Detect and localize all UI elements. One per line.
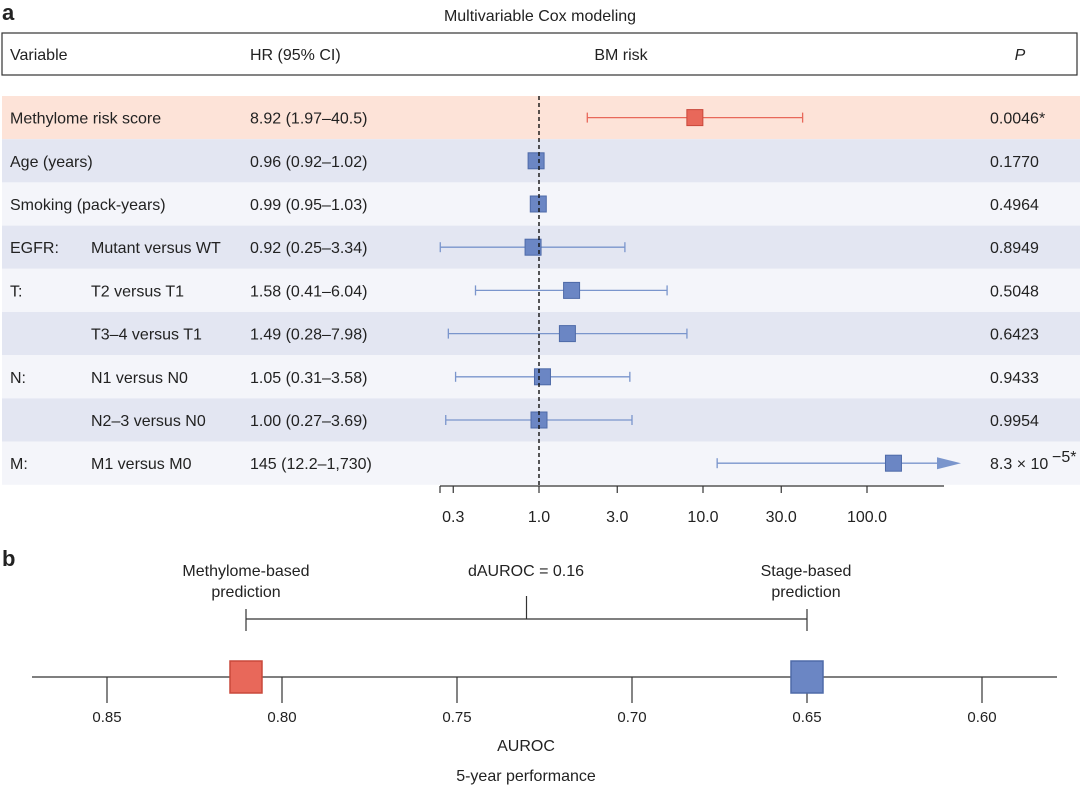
forest-title: Multivariable Cox modeling	[444, 8, 636, 25]
x-tick-label: 10.0	[687, 509, 718, 526]
header-hr: HR (95% CI)	[250, 47, 341, 64]
panel-b-label: b	[2, 546, 15, 571]
row-group-label: N:	[10, 370, 26, 387]
stage-label-line1: Stage-based	[761, 563, 852, 580]
header-bm-risk: BM risk	[594, 47, 648, 64]
methylome-label-line2: prediction	[211, 584, 280, 601]
row-hr-ci: 1.05 (0.31–3.58)	[250, 370, 367, 387]
stage-label-line2: prediction	[771, 584, 840, 601]
row-hr-ci: 0.99 (0.95–1.03)	[250, 197, 367, 214]
row-p-value-exponent: −5*	[1052, 449, 1076, 466]
row-variable-label: T3–4 versus T1	[91, 327, 202, 344]
row-group-label: T:	[10, 283, 22, 300]
row-variable-label: Age (years)	[10, 154, 93, 171]
row-p-value: 0.5048	[990, 283, 1039, 300]
auroc-point	[229, 660, 263, 694]
hr-point	[563, 281, 581, 299]
row-group-label: M:	[10, 456, 28, 473]
row-hr-ci: 1.49 (0.28–7.98)	[250, 327, 367, 344]
header-variable: Variable	[10, 47, 68, 64]
header-p: P	[1015, 47, 1026, 64]
auroc-tick-label: 0.80	[267, 709, 296, 726]
x-tick-label: 30.0	[766, 509, 797, 526]
row-hr-ci: 145 (12.2–1,730)	[250, 456, 372, 473]
row-group-label: EGFR:	[10, 240, 59, 257]
row-hr-ci: 1.00 (0.27–3.69)	[250, 413, 367, 430]
auroc-point	[790, 660, 824, 694]
hr-point	[533, 368, 551, 386]
x-tick-label: 100.0	[847, 509, 887, 526]
header-box	[1, 32, 1078, 76]
row-p-value: 0.9433	[990, 370, 1039, 387]
row-variable-label: Methylome risk score	[10, 111, 161, 128]
ci-arrow	[937, 457, 961, 470]
auroc-plot: 0.85 0.80 0.75 0.70 0.65 0.60	[32, 596, 1057, 726]
methylome-label-line1: Methylome-based	[182, 563, 309, 580]
hr-point	[686, 109, 704, 127]
panel-a-label: a	[2, 0, 15, 25]
row-p-value: 0.1770	[990, 154, 1039, 171]
x-tick-label: 3.0	[606, 509, 628, 526]
hr-point	[558, 325, 576, 343]
row-p-value: 0.8949	[990, 240, 1039, 257]
row-background	[2, 96, 1080, 140]
dauroc-label: dAUROC = 0.16	[468, 563, 584, 580]
auroc-tick-label: 0.70	[617, 709, 646, 726]
row-variable-label: T2 versus T1	[91, 283, 184, 300]
row-p-value: 0.0046*	[990, 111, 1045, 128]
row-variable-label: Mutant versus WT	[91, 240, 221, 257]
row-p-value: 0.9954	[990, 413, 1039, 430]
x-tick-label: 0.3	[442, 509, 464, 526]
hr-point	[527, 152, 545, 170]
row-p-value-base: 8.3 × 10	[990, 456, 1048, 473]
forest-rows: Methylome risk score 8.92 (1.97–40.5) 0.00…	[2, 96, 1080, 485]
row-hr-ci: 0.96 (0.92–1.02)	[250, 154, 367, 171]
auroc-tick-label: 0.65	[792, 709, 821, 726]
auroc-subtitle: 5-year performance	[456, 768, 596, 785]
auroc-tick-label: 0.75	[442, 709, 471, 726]
auroc-tick-label: 0.85	[92, 709, 121, 726]
row-p-value: 0.6423	[990, 327, 1039, 344]
forest-axis: 0.3 1.0 3.0 10.0 30.0 100.0	[439, 96, 944, 526]
row-p-value: 0.4964	[990, 197, 1039, 214]
auroc-axis-label: AUROC	[497, 738, 555, 755]
x-tick-label: 1.0	[528, 509, 550, 526]
row-variable-label: M1 versus M0	[91, 456, 192, 473]
row-hr-ci: 8.92 (1.97–40.5)	[250, 111, 367, 128]
hr-point	[529, 195, 547, 213]
row-variable-label: N2–3 versus N0	[91, 413, 206, 430]
row-hr-ci: 0.92 (0.25–3.34)	[250, 240, 367, 257]
hr-point	[884, 454, 902, 472]
row-hr-ci: 1.58 (0.41–6.04)	[250, 283, 367, 300]
row-variable-label: Smoking (pack-years)	[10, 197, 166, 214]
auroc-tick-label: 0.60	[967, 709, 996, 726]
hr-point	[524, 238, 542, 256]
row-variable-label: N1 versus N0	[91, 370, 188, 387]
